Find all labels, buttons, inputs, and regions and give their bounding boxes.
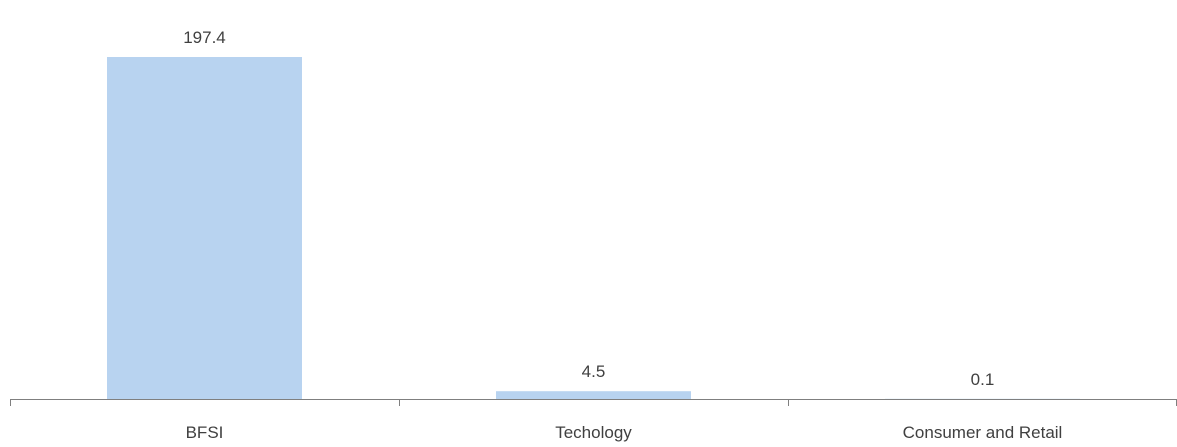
category-label-techology: Techology — [555, 423, 632, 442]
bars-group — [107, 57, 1080, 399]
x-axis — [10, 399, 1177, 406]
bar-techology — [496, 391, 691, 399]
value-label-bfsi: 197.4 — [183, 28, 226, 47]
value-label-techology: 4.5 — [582, 362, 606, 381]
category-labels-group: BFSI Techology Consumer and Retail — [186, 423, 1063, 442]
value-labels-group: 197.4 4.5 0.1 — [183, 28, 994, 389]
category-label-consumer-and-retail: Consumer and Retail — [903, 423, 1063, 442]
category-label-bfsi: BFSI — [186, 423, 224, 442]
value-label-consumer-and-retail: 0.1 — [971, 370, 995, 389]
bar-bfsi — [107, 57, 302, 399]
